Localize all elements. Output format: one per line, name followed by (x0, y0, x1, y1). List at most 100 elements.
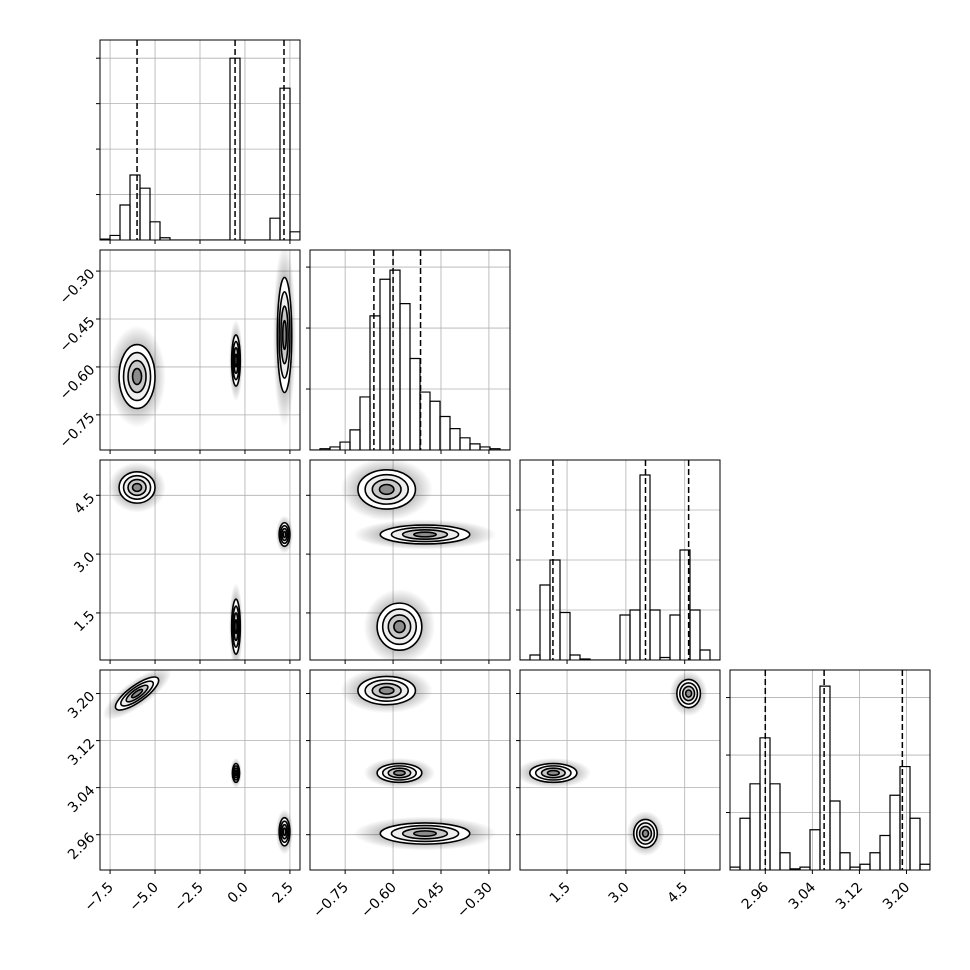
histogram-step (619, 614, 631, 660)
x-tick-label: −0.30 (454, 880, 496, 922)
panel-area (100, 460, 300, 660)
histogram-step (399, 303, 411, 450)
x-tick-label: 3.20 (880, 880, 913, 913)
x-tick-label: −0.75 (310, 880, 352, 922)
histogram-step (369, 315, 381, 450)
contour (234, 353, 238, 368)
contour (393, 769, 406, 777)
contour (234, 769, 238, 777)
x-tick-label: −5.0 (127, 880, 162, 915)
y-tick-label: 3.0 (71, 549, 98, 576)
x-tick-label: 1.5 (547, 880, 574, 907)
y-tick-label: −0.60 (57, 362, 99, 404)
contour (641, 829, 650, 838)
x-tick-label: 2.5 (270, 880, 297, 907)
histogram-step (629, 609, 641, 660)
y-tick-label: 2.96 (65, 830, 98, 863)
panel-area (100, 670, 300, 870)
panel-area (310, 670, 510, 870)
panel-frame (729, 669, 931, 871)
panel-frame (309, 669, 511, 871)
histogram-step (899, 765, 911, 870)
histogram-step (549, 559, 561, 660)
histogram-step (359, 396, 371, 450)
histogram-step (269, 217, 281, 240)
contour (282, 827, 287, 837)
histogram-step (529, 654, 541, 660)
histogram-step (559, 611, 571, 660)
y-tick-label: 3.12 (65, 736, 98, 769)
histogram-step (109, 234, 121, 240)
histogram-step (649, 609, 661, 660)
histogram-step (389, 269, 401, 450)
x-tick-label: −0.45 (406, 880, 448, 922)
x-tick-label: −7.5 (82, 880, 117, 915)
panel-frame (519, 669, 721, 871)
histogram-step (379, 278, 391, 450)
y-tick-label: −0.75 (57, 410, 99, 452)
y-tick-label: 4.5 (71, 490, 98, 517)
histogram-step (129, 174, 141, 240)
x-tick-label: 4.5 (664, 880, 691, 907)
histogram-step (689, 609, 701, 660)
histogram-step (409, 357, 421, 450)
y-tick-label: 1.5 (71, 608, 98, 635)
contour (393, 619, 406, 634)
contour (131, 482, 143, 493)
histogram-step (119, 204, 131, 240)
x-tick-label: 3.0 (606, 880, 633, 907)
histogram-step (859, 863, 871, 870)
panel-frame (99, 39, 301, 241)
panel-area (730, 670, 930, 870)
histogram-step (769, 783, 781, 870)
histogram-step (739, 817, 751, 870)
histogram-step (429, 400, 441, 450)
contour (130, 688, 144, 699)
panel-frame (309, 459, 511, 661)
contour (413, 830, 437, 837)
histogram-step (919, 863, 930, 870)
y-tick-label: 3.04 (65, 783, 98, 816)
histogram-step (449, 428, 461, 450)
histogram-step (749, 783, 761, 870)
histogram-step (159, 237, 171, 240)
panel-area (310, 460, 510, 660)
histogram-step (419, 391, 431, 450)
panel-area (520, 670, 720, 870)
histogram-step (279, 87, 291, 240)
x-tick-label: 0.0 (225, 880, 252, 907)
histogram-step (149, 221, 161, 240)
histogram-step (839, 852, 851, 870)
histogram-step (909, 817, 921, 870)
histogram-step (139, 187, 151, 240)
contour (131, 367, 143, 386)
panel-frame (99, 249, 301, 451)
histogram-step (569, 654, 581, 660)
x-tick-label: 3.12 (833, 880, 866, 913)
histogram-step (679, 549, 691, 660)
histogram-step (869, 852, 881, 870)
contour (378, 686, 395, 695)
histogram-step (439, 415, 451, 450)
x-tick-label: 2.96 (739, 879, 772, 912)
histogram-step (669, 614, 681, 660)
histogram-step (699, 649, 711, 660)
histogram-step (489, 448, 501, 450)
panel-frame (309, 249, 511, 451)
histogram-step (539, 584, 551, 660)
histogram-step (829, 800, 841, 870)
contour (282, 530, 287, 539)
panel-area (520, 460, 720, 660)
panel-area (310, 250, 510, 450)
x-tick-label: 3.04 (786, 879, 819, 912)
contour (413, 531, 437, 538)
x-tick-label: −2.5 (171, 880, 206, 915)
histogram-step (809, 829, 821, 870)
y-tick-label: 3.20 (65, 689, 98, 722)
y-tick-label: −0.30 (57, 266, 99, 308)
histogram-step (459, 437, 471, 450)
contour (684, 689, 693, 698)
y-tick-label: −0.45 (57, 314, 99, 356)
contour (546, 769, 561, 777)
